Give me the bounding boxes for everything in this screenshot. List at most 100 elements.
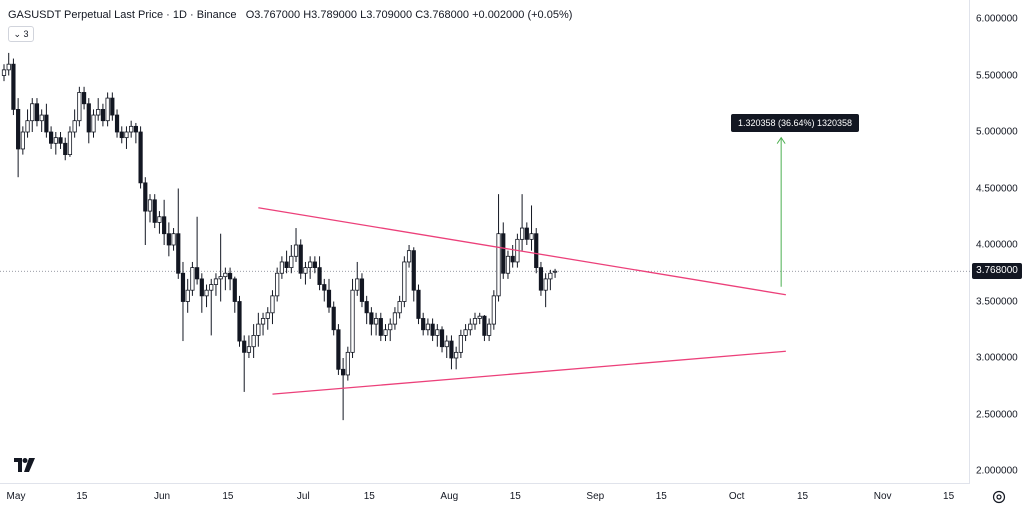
settings-gear-icon[interactable]	[992, 490, 1006, 504]
candle	[227, 267, 233, 291]
candle	[350, 278, 355, 358]
price-tick-label: 6.000000	[976, 13, 1018, 25]
time-tick-label: May	[6, 491, 26, 502]
candle	[487, 318, 492, 342]
candle	[435, 324, 440, 347]
candle-body	[100, 109, 106, 122]
time-axis[interactable]: May 15 Jun 15 Jul 15 Aug 15 Sep 15 Oct 15 Nov 15	[0, 484, 970, 511]
candle	[1, 64, 7, 82]
candle	[204, 284, 209, 308]
high-label: H	[303, 9, 312, 21]
candle	[265, 307, 270, 330]
candle	[293, 228, 299, 262]
candle-body	[293, 244, 299, 257]
low-label: L	[360, 9, 367, 21]
candle-body	[520, 227, 525, 240]
candle-body	[336, 329, 341, 370]
candle	[336, 324, 341, 375]
candle-body	[322, 284, 327, 291]
candle	[317, 256, 322, 291]
candle-body	[317, 267, 322, 285]
candle-body	[190, 267, 195, 291]
candle	[176, 188, 181, 279]
candle-body	[355, 278, 360, 291]
indicators-collapse-button[interactable]: ⌄ 3	[8, 26, 34, 42]
candle	[49, 126, 54, 149]
candle	[270, 290, 275, 325]
candle-body	[487, 323, 492, 336]
candle-body	[143, 182, 148, 212]
candle-body	[91, 114, 96, 133]
candle-body	[124, 131, 129, 139]
candle-body	[444, 340, 449, 348]
candle-body	[454, 351, 459, 359]
candle	[72, 109, 77, 138]
candle	[289, 245, 294, 274]
candle	[223, 267, 228, 291]
candle-body	[246, 346, 252, 353]
candle-body	[341, 368, 346, 376]
candle-body	[279, 261, 284, 274]
chart-pane[interactable]	[0, 0, 970, 484]
candle-body	[501, 233, 506, 274]
candle	[444, 335, 449, 358]
candle	[416, 284, 421, 325]
last-price-label: 3.768000	[972, 263, 1022, 279]
candle	[463, 324, 468, 342]
candle	[63, 137, 68, 161]
candle	[505, 250, 511, 279]
legend-separator: ·	[190, 9, 194, 21]
candle	[213, 273, 219, 296]
time-tick-label: Jul	[296, 491, 310, 502]
price-axis[interactable]: 6.000000 5.500000 5.000000 4.500000 4.000000…	[970, 0, 1024, 484]
candle-body	[16, 109, 21, 150]
candle-body	[260, 318, 266, 325]
candle-body	[458, 334, 463, 353]
candle	[472, 312, 478, 330]
candle	[392, 307, 398, 330]
candle	[218, 233, 223, 302]
candle-body	[364, 301, 369, 314]
open-label: O	[245, 9, 255, 21]
tradingview-logo-icon[interactable]	[14, 458, 36, 472]
candle	[402, 256, 407, 308]
candle-body	[53, 137, 58, 144]
candle	[166, 222, 171, 257]
candle	[308, 256, 313, 279]
candle-body	[157, 216, 162, 223]
candle-body	[350, 289, 355, 353]
candle-body	[482, 315, 487, 336]
change-value: +0.002000 (+0.05%)	[472, 9, 573, 21]
candle-body	[543, 278, 548, 291]
measure-arrow-head	[776, 136, 786, 144]
candle	[209, 278, 214, 336]
candle-body	[449, 340, 454, 359]
candle	[81, 86, 87, 110]
candle	[312, 256, 317, 274]
candle	[246, 335, 252, 358]
candle	[25, 109, 30, 138]
candle-body	[152, 199, 157, 223]
candle	[143, 177, 148, 245]
candle-body	[105, 97, 110, 122]
candle	[6, 52, 11, 76]
candle	[355, 261, 360, 296]
candle	[383, 324, 388, 342]
candle-body	[265, 312, 270, 319]
candle-body	[430, 323, 435, 336]
time-tick-label: Jun	[153, 491, 171, 502]
candle	[138, 126, 143, 189]
candle-body	[67, 131, 73, 156]
price-tick-label: 5.500000	[976, 70, 1018, 81]
candle	[491, 290, 496, 330]
candle-body	[496, 233, 501, 297]
candle	[58, 132, 63, 149]
symbol-name[interactable]: GASUSDT Perpetual Last Price	[8, 9, 164, 21]
candle-body	[223, 272, 228, 278]
candle-body	[552, 270, 558, 273]
candle	[477, 312, 482, 325]
price-tick-label: 4.500000	[976, 183, 1018, 194]
price-plot[interactable]	[0, 0, 970, 484]
candle	[251, 324, 256, 358]
interval-label[interactable]: 1D	[172, 9, 187, 21]
